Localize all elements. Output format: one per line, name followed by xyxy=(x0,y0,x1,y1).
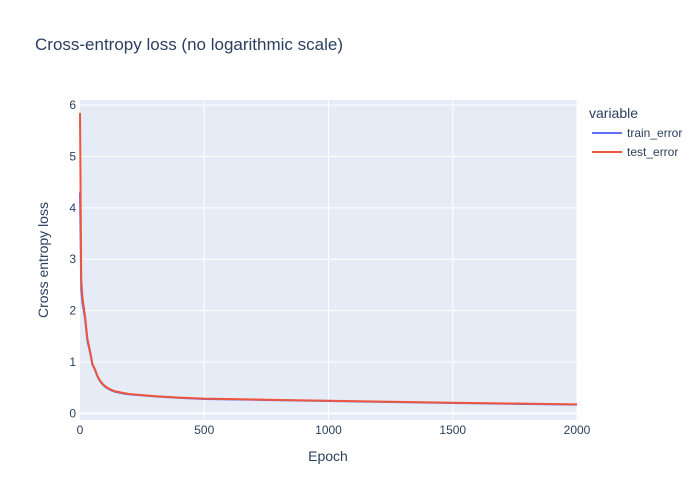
series-lines xyxy=(79,112,578,406)
x-axis-title: Epoch xyxy=(308,448,348,464)
y-tick-label: 2 xyxy=(69,304,76,318)
chart-title: Cross-entropy loss (no logarithmic scale… xyxy=(35,35,343,54)
y-axis-ticks: 0 1 2 3 4 5 6 xyxy=(69,98,76,420)
x-axis-ticks: 0 500 1000 1500 2000 xyxy=(77,423,591,437)
x-tick-label: 500 xyxy=(194,423,214,437)
x-tick-label: 2000 xyxy=(564,423,591,437)
y-tick-label: 6 xyxy=(69,98,76,112)
legend: variable train_error test_error xyxy=(589,105,682,159)
y-tick-label: 3 xyxy=(69,252,76,266)
y-tick-label: 5 xyxy=(69,150,76,164)
y-tick-label: 4 xyxy=(69,201,76,215)
legend-label-test-error: test_error xyxy=(627,145,678,159)
y-tick-label: 0 xyxy=(69,406,76,420)
legend-title: variable xyxy=(589,105,638,121)
x-tick-label: 1000 xyxy=(315,423,342,437)
legend-label-train-error: train_error xyxy=(627,126,682,140)
x-tick-label: 1500 xyxy=(439,423,466,437)
gridlines xyxy=(80,100,578,420)
y-tick-label: 1 xyxy=(69,355,76,369)
y-axis-title: Cross entropy loss xyxy=(35,202,51,318)
x-tick-label: 0 xyxy=(77,423,84,437)
series-line-test-error xyxy=(79,112,578,406)
